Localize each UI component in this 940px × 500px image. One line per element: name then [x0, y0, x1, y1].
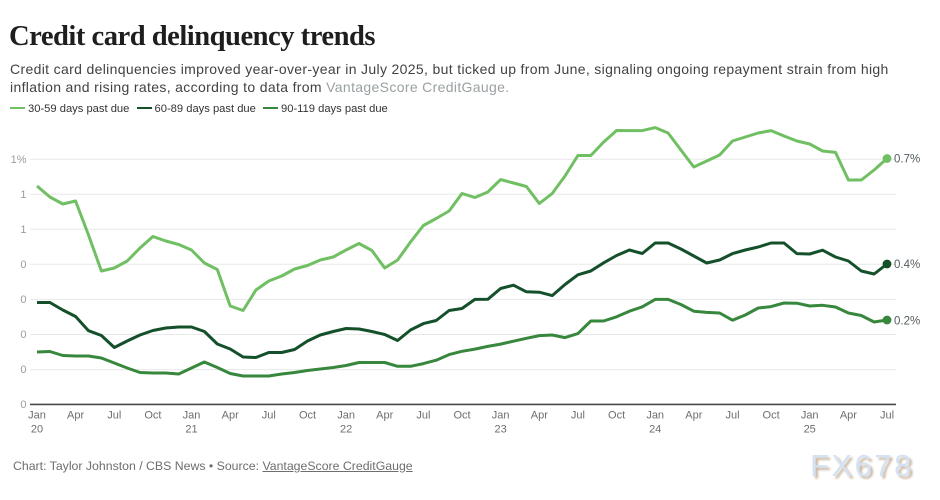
svg-text:23: 23 [494, 424, 506, 436]
svg-text:22: 22 [340, 424, 352, 436]
svg-text:0: 0 [20, 399, 26, 411]
svg-text:25: 25 [804, 424, 816, 436]
svg-text:21: 21 [185, 424, 197, 436]
svg-text:0: 0 [20, 294, 26, 306]
svg-text:24: 24 [649, 424, 661, 436]
svg-text:Jul: Jul [107, 410, 121, 422]
svg-text:Jul: Jul [416, 410, 430, 422]
svg-text:Jan: Jan [183, 410, 201, 422]
svg-text:Jan: Jan [646, 410, 664, 422]
svg-text:Apr: Apr [222, 410, 239, 422]
svg-text:Jul: Jul [725, 410, 739, 422]
svg-text:Apr: Apr [531, 410, 548, 422]
svg-text:20: 20 [31, 424, 43, 436]
svg-text:Jan: Jan [492, 410, 510, 422]
svg-text:1%: 1% [11, 154, 27, 166]
svg-text:0: 0 [20, 364, 26, 376]
svg-text:Oct: Oct [299, 410, 316, 422]
svg-text:Jul: Jul [880, 410, 894, 422]
svg-text:Apr: Apr [840, 410, 857, 422]
svg-text:Jul: Jul [571, 410, 585, 422]
svg-text:Apr: Apr [67, 410, 84, 422]
svg-text:Jan: Jan [28, 410, 46, 422]
svg-text:Apr: Apr [376, 410, 393, 422]
svg-text:Jan: Jan [337, 410, 355, 422]
svg-text:Oct: Oct [144, 410, 161, 422]
svg-text:0.4%: 0.4% [894, 259, 920, 271]
svg-text:0: 0 [20, 329, 26, 341]
svg-text:0.7%: 0.7% [894, 154, 920, 166]
svg-text:1: 1 [20, 189, 26, 201]
svg-text:Jul: Jul [262, 410, 276, 422]
svg-text:Oct: Oct [763, 410, 780, 422]
svg-text:Apr: Apr [685, 410, 702, 422]
svg-text:Oct: Oct [608, 410, 625, 422]
svg-text:1: 1 [20, 224, 26, 236]
svg-text:0.2%: 0.2% [894, 316, 920, 328]
svg-text:Oct: Oct [453, 410, 470, 422]
svg-text:Jan: Jan [801, 410, 819, 422]
svg-text:0: 0 [20, 259, 26, 271]
